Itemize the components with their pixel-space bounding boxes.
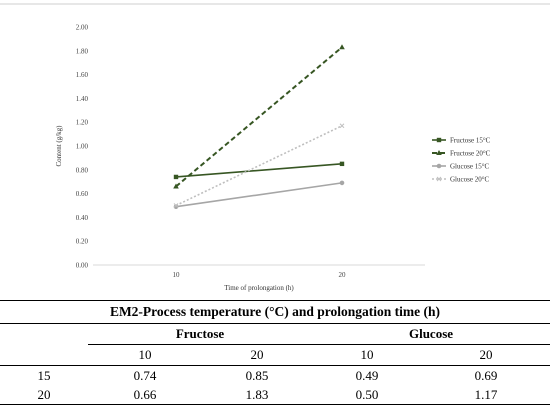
series-line-3 bbox=[175, 182, 343, 208]
y-tick-label: 1.00 bbox=[76, 143, 89, 151]
table-corner-cell bbox=[0, 324, 88, 345]
y-tick-label: 0.40 bbox=[76, 214, 89, 222]
table-row: 20 0.66 1.83 0.50 1.17 bbox=[0, 385, 550, 405]
series-line-1 bbox=[175, 163, 343, 178]
row-label: 15 bbox=[37, 368, 51, 383]
y-tick-label: 0.60 bbox=[76, 190, 89, 198]
table-subheader-row: 10 20 10 20 bbox=[0, 344, 550, 366]
table-cell: 1.83 bbox=[202, 385, 312, 405]
data-point bbox=[173, 203, 179, 208]
data-point bbox=[339, 123, 345, 129]
table-corner-cell bbox=[0, 344, 88, 366]
row-label: 20 bbox=[0, 385, 88, 405]
y-tick-label: 1.80 bbox=[76, 47, 89, 55]
line-chart: 0.00 0.20 0.40 0.60 0.80 1.00 1.20 1.40 1.60 1.80… bbox=[0, 3, 550, 292]
table-row: 15 0.74 0.85 0.49 0.69 bbox=[0, 366, 550, 386]
data-table-container: EM2-Process temperature (°C) and prolong… bbox=[0, 300, 550, 406]
table-cell: 0.50 bbox=[312, 385, 422, 405]
x-tick-label: 10 bbox=[173, 271, 181, 279]
group-header-glucose: Glucose bbox=[312, 323, 550, 345]
data-point bbox=[173, 183, 179, 189]
y-tick-label: 1.40 bbox=[76, 95, 89, 103]
legend-label: Glucose 15°C bbox=[450, 163, 489, 171]
x-axis-title: Time of prolongation (h) bbox=[224, 284, 294, 292]
table-caption: EM2-Process temperature (°C) and prolong… bbox=[0, 300, 550, 324]
data-point bbox=[339, 161, 345, 167]
subheader-cell: 10 bbox=[88, 344, 202, 366]
y-axis-title: Content (g/kg) bbox=[55, 125, 63, 167]
legend-label: Fructose 15°C bbox=[450, 137, 491, 145]
series-line-4 bbox=[175, 125, 343, 207]
y-tick-label: 1.20 bbox=[76, 119, 89, 127]
data-table: EM2-Process temperature (°C) and prolong… bbox=[0, 300, 550, 405]
chart-svg: 0.00 0.20 0.40 0.60 0.80 1.00 1.20 1.40 1.60 1.80… bbox=[0, 3, 550, 292]
y-tick-label: 0.00 bbox=[76, 262, 89, 270]
legend-marker bbox=[436, 163, 442, 169]
table-cell: 0.74 bbox=[133, 368, 157, 383]
data-point bbox=[339, 44, 345, 50]
series-line-2 bbox=[175, 46, 343, 188]
table-cell: 1.17 bbox=[422, 385, 550, 405]
legend-marker bbox=[436, 137, 442, 143]
data-point bbox=[173, 174, 179, 180]
subheader-cell: 20 bbox=[202, 344, 312, 366]
table-cell: 0.49 bbox=[355, 368, 379, 383]
data-point bbox=[339, 180, 345, 186]
y-tick-label: 2.00 bbox=[76, 24, 89, 32]
y-tick-label: 0.20 bbox=[76, 238, 89, 246]
legend-label: Fructose 20°C bbox=[450, 150, 491, 158]
legend-marker bbox=[436, 176, 442, 182]
table-caption-row: EM2-Process temperature (°C) and prolong… bbox=[0, 300, 550, 324]
table-cell: 0.69 bbox=[474, 368, 498, 383]
x-tick-label: 20 bbox=[339, 271, 347, 279]
y-tick-label: 0.80 bbox=[76, 166, 89, 174]
table-cell: 0.66 bbox=[88, 385, 202, 405]
legend-label: Glucose 20°C bbox=[450, 176, 489, 184]
subheader-cell: 10 bbox=[312, 344, 422, 366]
legend-marker bbox=[436, 150, 442, 155]
table-group-row: Fructose Glucose bbox=[0, 323, 550, 345]
y-tick-label: 1.60 bbox=[76, 71, 89, 79]
group-header-fructose: Fructose bbox=[88, 323, 312, 345]
table-cell: 0.85 bbox=[245, 368, 269, 383]
subheader-cell: 20 bbox=[422, 344, 550, 366]
